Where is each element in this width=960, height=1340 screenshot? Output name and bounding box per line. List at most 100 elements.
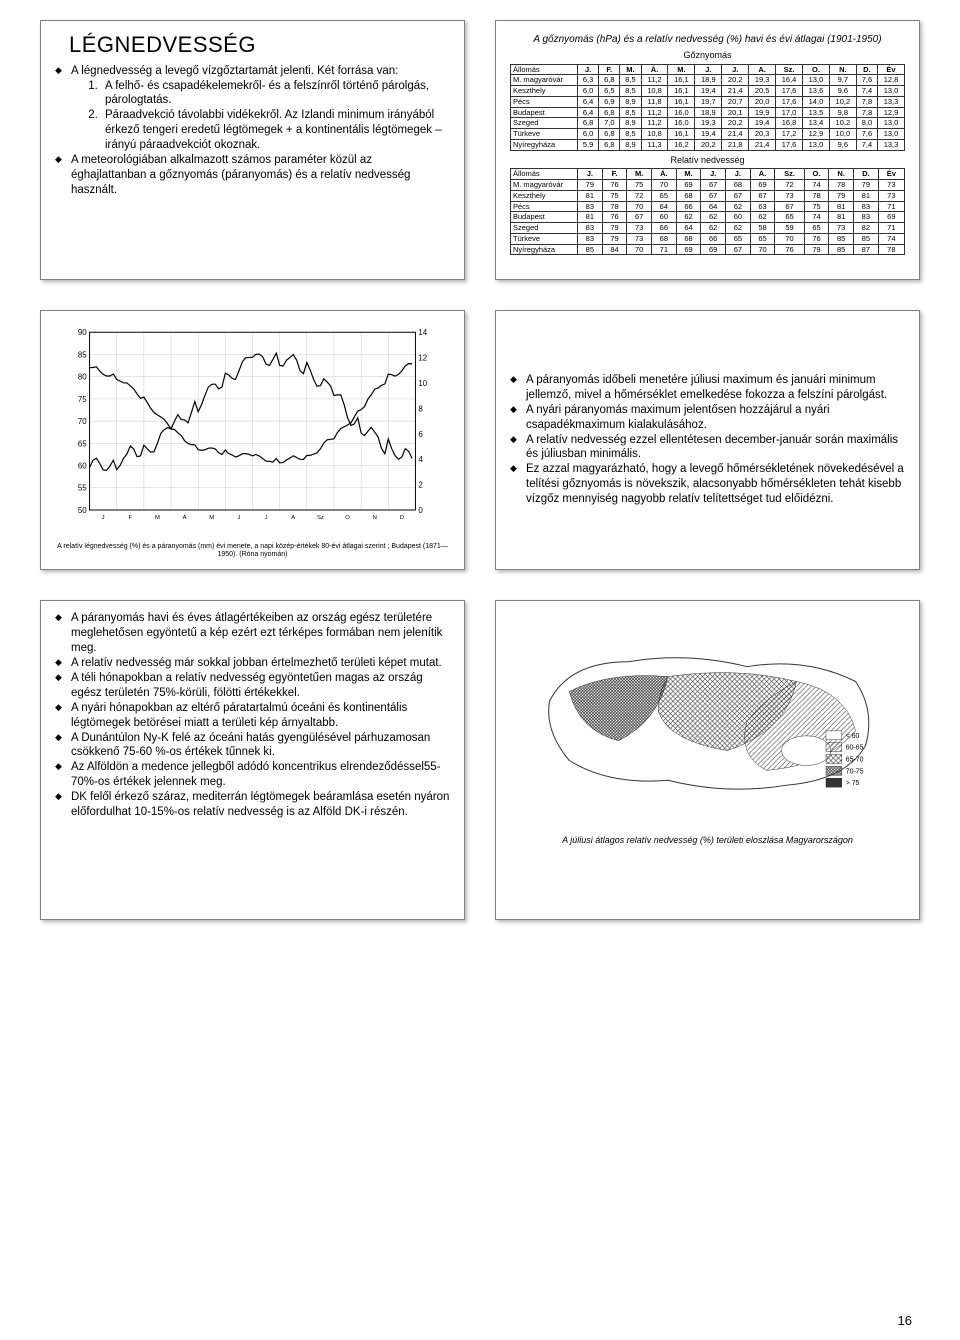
svg-text:14: 14 — [418, 328, 427, 337]
table-cell: 19,4 — [695, 129, 722, 140]
table-cell: 66 — [701, 233, 726, 244]
table-cell: 11,3 — [641, 139, 668, 150]
table-cell: 70 — [652, 180, 677, 191]
p5-b7: DK felől érkező száraz, mediterrán légtö… — [55, 790, 450, 820]
table-header-cell: Sz. — [775, 169, 804, 180]
table-cell: 67 — [775, 201, 804, 212]
table-cell: 10,8 — [641, 86, 668, 97]
svg-text:50: 50 — [78, 506, 87, 515]
table-cell: 62 — [676, 212, 701, 223]
table-header-cell: J. — [722, 64, 749, 75]
table-cell: 71 — [878, 223, 904, 234]
table-cell: 9,7 — [829, 75, 856, 86]
table-cell: 71 — [652, 244, 677, 255]
table-cell: 69 — [701, 244, 726, 255]
table-cell: 13,0 — [878, 86, 905, 97]
legend-swatch — [826, 766, 842, 775]
legend-label: < 60 — [846, 733, 860, 740]
table-rel-humidity: ÁllomásJ.F.M.Á.M.J.J.A.Sz.O.N.D.Év M. ma… — [510, 168, 905, 255]
table-cell: 10,8 — [641, 129, 668, 140]
table-cell: 17,6 — [776, 86, 803, 97]
table-cell: Keszthely — [511, 190, 578, 201]
table-cell: 11,8 — [641, 96, 668, 107]
table-row: M. magyaróvár79767570696768697274787973 — [511, 180, 905, 191]
table-cell: 83 — [578, 223, 603, 234]
table-cell: 79 — [854, 180, 879, 191]
table-header-cell: J. — [578, 64, 599, 75]
p4-b1: A páranyomás időbeli menetére júliusi ma… — [510, 373, 905, 403]
table-cell: 7,0 — [599, 118, 620, 129]
table-cell: 74 — [804, 180, 829, 191]
table-header-cell: J. — [578, 169, 603, 180]
table-cell: 62 — [726, 223, 751, 234]
table-cell: 69 — [676, 244, 701, 255]
table-cell: 16,2 — [668, 139, 695, 150]
table-cell: 14,0 — [803, 96, 830, 107]
table-cell: 13,4 — [803, 118, 830, 129]
table-header-cell: Állomás — [511, 169, 578, 180]
table-cell: 81 — [829, 212, 854, 223]
table-cell: 16,0 — [668, 118, 695, 129]
table-cell: 8,0 — [856, 118, 877, 129]
table-header-cell: J. — [726, 169, 751, 180]
table-cell: 58 — [750, 223, 775, 234]
legend-label: 65-70 — [846, 756, 864, 763]
table-cell: 6,8 — [599, 75, 620, 86]
table-header-cell: O. — [804, 169, 829, 180]
table-cell: 59 — [775, 223, 804, 234]
panel-analysis-1: A páranyomás időbeli menetére júliusi ma… — [495, 310, 920, 570]
table-cell: 19,9 — [749, 107, 776, 118]
table-header-cell: D. — [856, 64, 877, 75]
svg-text:12: 12 — [418, 354, 427, 363]
table-cell: 66 — [652, 223, 677, 234]
table-cell: 81 — [854, 190, 879, 201]
table-row: Szeged6,87,08,911,216,019,320,219,416,81… — [511, 118, 905, 129]
table-cell: 75 — [602, 190, 627, 201]
table-cell: 12,9 — [878, 107, 905, 118]
svg-text:O: O — [345, 515, 350, 521]
table-cell: 16,8 — [776, 118, 803, 129]
table-header-cell: F. — [602, 169, 627, 180]
svg-text:60: 60 — [78, 462, 87, 471]
panel-tables: A gőznyomás (hPa) és a relatív nedvesség… — [495, 20, 920, 280]
table-cell: 6,4 — [578, 96, 599, 107]
table-header-cell: D. — [854, 169, 879, 180]
table-cell: 74 — [804, 212, 829, 223]
svg-text:M: M — [209, 515, 214, 521]
table-cell: 68 — [676, 233, 701, 244]
table-cell: 79 — [578, 180, 603, 191]
intro-b1-text: A légnedvesség a levegő vízgőztartamát j… — [71, 65, 398, 77]
svg-text:N: N — [373, 515, 377, 521]
svg-text:8: 8 — [418, 404, 423, 413]
table-cell: 70 — [627, 244, 652, 255]
table-cell: 6,3 — [578, 75, 599, 86]
table-header-cell: Év — [878, 64, 905, 75]
table-cell: 70 — [627, 201, 652, 212]
table-cell: 71 — [878, 201, 904, 212]
table-cell: M. magyaróvár — [511, 75, 578, 86]
table-cell: 19,4 — [695, 86, 722, 97]
table-cell: 6,4 — [578, 107, 599, 118]
svg-text:F: F — [128, 515, 132, 521]
table-cell: 69 — [878, 212, 904, 223]
table-cell: 9,8 — [829, 107, 856, 118]
table-cell: 16,1 — [668, 129, 695, 140]
table-vapor-pressure: ÁllomásJ.F.M.Á.M.J.J.A.Sz.O.N.D.Év M. ma… — [510, 64, 905, 151]
table-cell: 85 — [578, 244, 603, 255]
table-cell: Nyíregyháza — [511, 139, 578, 150]
svg-text:6: 6 — [418, 430, 423, 439]
table-cell: 83 — [854, 212, 879, 223]
svg-text:D: D — [400, 515, 404, 521]
table-cell: 85 — [854, 233, 879, 244]
table-cell: 7,6 — [856, 129, 877, 140]
intro-bullet-1: A légnedvesség a levegő vízgőztartamát j… — [55, 64, 450, 154]
table-header-cell: M. — [668, 64, 695, 75]
table-cell: 67 — [701, 190, 726, 201]
svg-text:J: J — [237, 515, 240, 521]
intro-ol-2: Páraadvekció távolabbi vidékekről. Az Iz… — [101, 108, 450, 153]
table-cell: 73 — [775, 190, 804, 201]
table-cell: 11,2 — [641, 107, 668, 118]
table-cell: 13,0 — [803, 75, 830, 86]
table-cell: 81 — [578, 212, 603, 223]
table-header-cell: J. — [695, 64, 722, 75]
